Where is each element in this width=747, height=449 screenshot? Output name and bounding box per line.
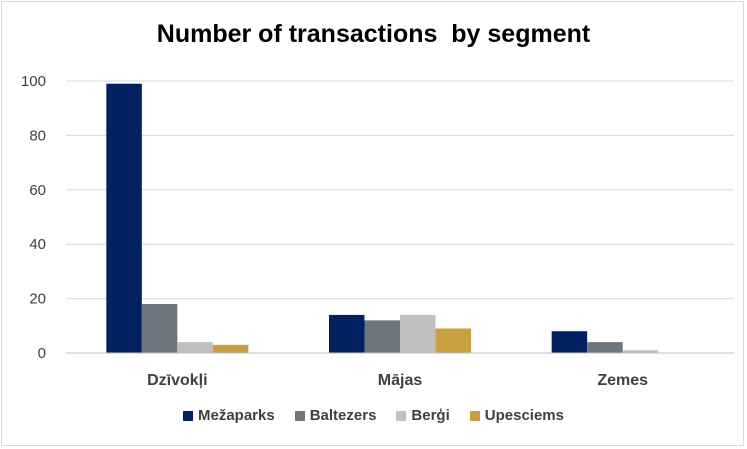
x-category-label: Zemes (597, 372, 648, 389)
bar-Baltezers-Dzīvokļi (141, 304, 178, 353)
legend: Mežaparks Baltezers Berģi Upesciems (2, 407, 745, 424)
x-axis-categories: Dzīvokļi Mājas Zemes (147, 372, 648, 389)
bar-Berģi-Mājas (400, 314, 436, 353)
x-category-label: Dzīvokļi (147, 372, 207, 389)
bar-Berģi-Zemes (622, 350, 659, 353)
legend-label: Upesciems (484, 407, 564, 424)
bar-Baltezers-Zemes (587, 342, 623, 353)
legend-label: Mežaparks (198, 407, 275, 424)
y-axis-ticks: 0 20 40 60 80 100 (21, 73, 46, 362)
legend-item: Upesciems (469, 407, 564, 424)
x-category-label: Mājas (378, 372, 423, 389)
y-tick-label: 0 (38, 345, 46, 362)
legend-swatch (294, 410, 305, 421)
y-tick-label: 60 (29, 182, 46, 199)
bar-Upesciems-Dzīvokļi (212, 344, 249, 353)
legend-item: Mežaparks (183, 407, 275, 424)
legend-swatch (469, 410, 480, 421)
legend-item: Berģi (396, 407, 450, 424)
legend-item: Baltezers (294, 407, 377, 424)
bar-Baltezers-Mājas (364, 320, 400, 353)
y-tick-label: 100 (21, 73, 46, 90)
legend-label: Berģi (411, 407, 450, 424)
y-tick-label: 20 (29, 291, 46, 308)
bar-Mežaparks-Dzīvokļi (106, 83, 142, 353)
y-tick-label: 80 (29, 127, 46, 144)
gridlines (66, 80, 734, 300)
chart-title: Number of transactions by segment (156, 20, 591, 48)
legend-label: Baltezers (309, 407, 377, 424)
bar-Mežaparks-Zemes (551, 331, 588, 353)
y-tick-label: 40 (29, 236, 46, 253)
legend-swatch (396, 410, 407, 421)
bar-Berģi-Dzīvokļi (177, 342, 213, 353)
bar-Upesciems-Mājas (435, 328, 471, 353)
legend-swatch (183, 410, 193, 421)
bar-Mežaparks-Mājas (329, 314, 365, 353)
bars (106, 83, 659, 353)
